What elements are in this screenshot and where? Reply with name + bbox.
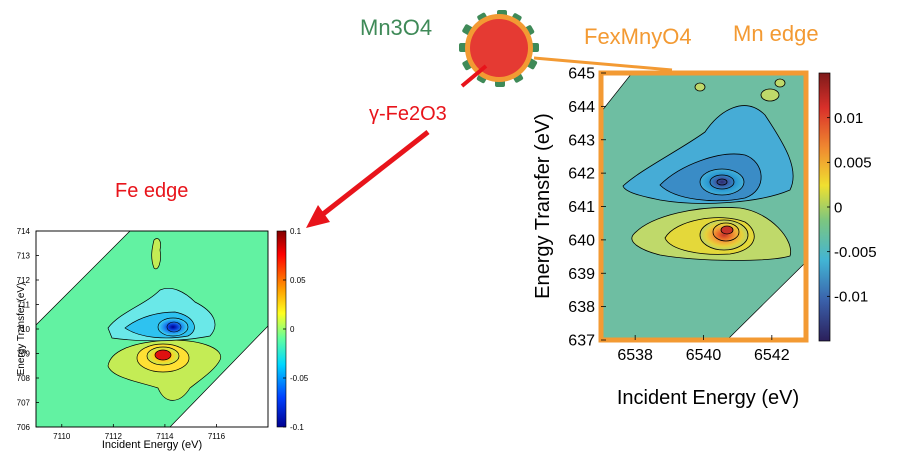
y-tick-label: 644	[568, 99, 595, 116]
y-tick-label: 706	[17, 423, 31, 432]
colorbar-tick-label: 0	[290, 325, 295, 334]
fe2o3-core	[470, 19, 528, 77]
colorbar-tick-label: 0.1	[290, 227, 302, 236]
nanoparticle-schematic	[459, 10, 539, 87]
x-tick-label: 7114	[156, 432, 174, 441]
y-tick-label: 713	[17, 251, 31, 260]
y-tick-label: 642	[568, 166, 595, 183]
y-tick-label: 639	[568, 266, 595, 283]
fe-edge-map: 7110 7112 7114 7116 706 707 708 709 710 711 712 713…	[16, 227, 309, 451]
x-tick-label: 6538	[617, 347, 653, 364]
core-to-label-line	[460, 64, 488, 88]
colorbar-tick-label: 0	[834, 199, 842, 216]
fexmnyo4-label: FexMnyO4	[584, 24, 692, 49]
fe2o3-label: γ-Fe2O3	[369, 103, 447, 125]
x-tick-label: 7110	[53, 432, 71, 441]
x-tick-label: 7116	[208, 432, 226, 441]
y-tick-label: 641	[568, 199, 595, 216]
colorbar-tick-label: -0.05	[290, 374, 309, 383]
y-tick-label: 640	[568, 232, 595, 249]
mn-edge-title: Mn edge	[733, 21, 819, 46]
y-tick-label: 709	[17, 349, 31, 358]
y-tick-label: 637	[568, 333, 595, 350]
y-tick-label: 638	[568, 299, 595, 316]
mn-edge-map: 6538 6540 6542637638639640641642643644645 …	[532, 66, 877, 409]
x-tick-label: 7112	[105, 432, 123, 441]
fe-axis-ticks: 7110 7112 7114 7116 706 707 708 709 710 711 712 713…	[17, 227, 226, 441]
fe-edge-arrow	[306, 130, 430, 228]
y-tick-label: 707	[17, 398, 31, 407]
mn-edge-connector	[533, 56, 673, 72]
colorbar-tick-label: -0.005	[834, 244, 877, 261]
colorbar-tick-label: 0.05	[290, 276, 306, 285]
x-tick-label: 6540	[686, 347, 722, 364]
y-tick-label: 711	[17, 300, 30, 309]
y-tick-label: 708	[17, 374, 31, 383]
colorbar-tick-label: -0.1	[290, 423, 304, 432]
fe-colorbar-ticks: 0.1 0.05 0 -0.05 -0.1	[283, 227, 309, 432]
y-tick-label: 710	[17, 325, 31, 334]
mn3o4-label: Mn3O4	[360, 15, 433, 40]
mn-y-axis-label: Energy Transfer (eV)	[532, 113, 554, 299]
mn-x-axis-label: Incident Energy (eV)	[617, 387, 799, 409]
mn-axis-ticks: 6538 6540 6542 637 638 639 640 641 642 643 644 645	[568, 66, 789, 364]
fe-edge-title: Fe edge	[115, 180, 189, 202]
colorbar-tick-label: 0.01	[834, 110, 863, 127]
y-tick-label: 712	[17, 276, 31, 285]
mn-colorbar-ticks: 0.01 0.005 0 -0.005 -0.01	[827, 110, 877, 306]
y-tick-label: 643	[568, 132, 595, 149]
y-tick-label: 714	[17, 227, 31, 236]
y-tick-label: 645	[568, 66, 595, 83]
colorbar-tick-label: -0.01	[834, 289, 868, 306]
colorbar-tick-label: 0.005	[834, 155, 872, 172]
fe-x-axis-label: Incident Energy (eV)	[102, 439, 202, 451]
x-tick-label: 6542	[754, 347, 790, 364]
fe-y-axis-label: Energy Transfer (eV)	[16, 283, 27, 376]
